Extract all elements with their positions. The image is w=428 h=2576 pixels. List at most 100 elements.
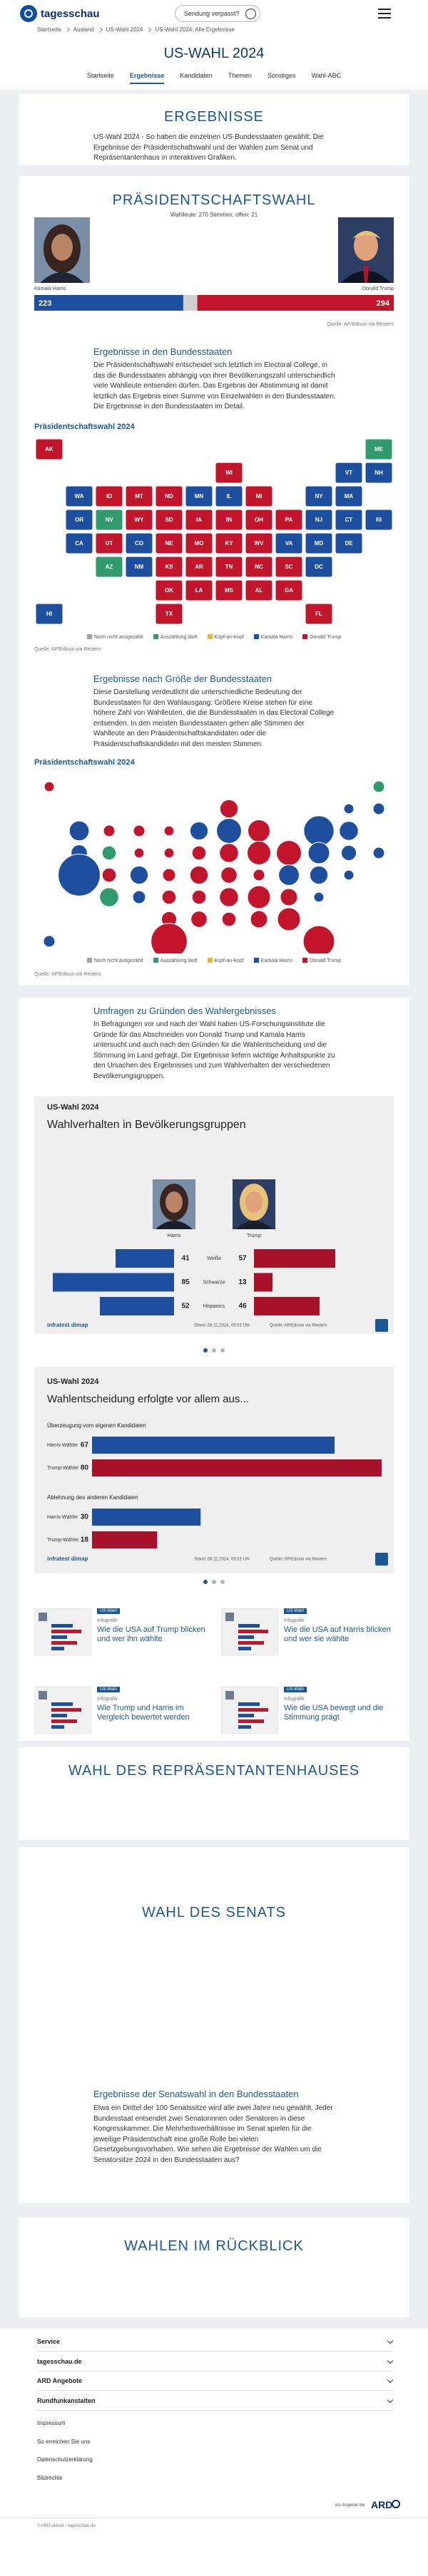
- state: MN: [185, 485, 213, 507]
- carousel-dots[interactable]: [200, 1578, 228, 1586]
- ard-logo[interactable]: ARD: [371, 2499, 393, 2510]
- state: LA: [185, 579, 213, 601]
- teaser-badge: US-Wahl: [284, 1608, 307, 1614]
- source: Quelle: AP/Edison via Reuters: [327, 322, 394, 327]
- row-label: Hispanics: [203, 1304, 225, 1309]
- tab[interactable]: Ergebnisse: [129, 72, 165, 84]
- legend-label: Donald Trump: [310, 958, 342, 963]
- state-bubble: [189, 821, 209, 841]
- breadcrumb-link[interactable]: Ausland: [73, 26, 94, 33]
- map-title: Präsidentschaftswahl 2024: [34, 758, 135, 767]
- tab[interactable]: Startseite: [86, 72, 114, 79]
- breadcrumb-separator: [97, 26, 103, 33]
- candidate-name: Donald Trump: [362, 286, 394, 291]
- state-bubble: [99, 887, 119, 907]
- state-label: NC: [255, 564, 263, 570]
- state: OR: [65, 509, 93, 531]
- image-bar: [238, 1641, 264, 1645]
- section-heading: WAHL DES SENATS: [141, 1905, 287, 1920]
- state-label: OK: [165, 587, 173, 594]
- logo-icon-inner: [24, 9, 33, 18]
- state-tile: [335, 485, 363, 507]
- tab[interactable]: Wahl-ABC: [311, 72, 342, 79]
- state-bubble: [221, 911, 237, 927]
- footer-link[interactable]: Impressum: [37, 2420, 66, 2426]
- state-label: NY: [315, 493, 323, 500]
- value-label: 18: [81, 1536, 89, 1544]
- legend-label: Kopf-an-Kopf: [214, 635, 244, 640]
- teaser[interactable]: US-Wahl Infografik Wie die USA auf Harris …: [221, 1608, 399, 1661]
- legend-item: Noch nicht ausgezählt: [86, 634, 143, 640]
- state: NE: [155, 532, 183, 554]
- footer-accordion[interactable]: Rundfunkanstalten: [37, 2396, 394, 2411]
- tab[interactable]: Sonstiges: [267, 72, 296, 79]
- chart-bg: [34, 1096, 394, 1334]
- state-label: MT: [135, 493, 143, 500]
- legend-label: Noch nicht ausgezählt: [93, 635, 143, 640]
- state-bubble: [103, 824, 116, 837]
- state: AR: [185, 556, 213, 578]
- state-tile: [65, 485, 93, 507]
- footer-link[interactable]: Bildrechte: [37, 2474, 63, 2481]
- state-bubble: [191, 889, 207, 905]
- legend-swatch: [253, 958, 259, 963]
- logo-text[interactable]: tagesschau: [41, 8, 100, 20]
- state: VA: [275, 532, 303, 554]
- section-heading: PRÄSIDENTSCHAFTSWAHL: [112, 192, 316, 208]
- breadcrumb-link[interactable]: US-Wahl 2024: [106, 26, 143, 33]
- footer-accordion[interactable]: ARD Angebote: [37, 2376, 394, 2391]
- state-bubble: [372, 780, 385, 793]
- tab[interactable]: Themen: [228, 72, 252, 79]
- menu-button[interactable]: [378, 9, 391, 19]
- image-head: [225, 1613, 234, 1621]
- state-tile: [125, 556, 153, 578]
- accordion-label: Service: [37, 2338, 61, 2345]
- state-label: IA: [196, 517, 202, 523]
- sub-heading: Ergebnisse nach Größe der Bundesstaaten: [93, 673, 272, 684]
- state-label: WY: [135, 517, 145, 523]
- state: NJ: [305, 509, 333, 531]
- state-label: OH: [255, 517, 263, 523]
- state-bubble: [372, 802, 385, 815]
- accordion-arrow: [387, 2337, 394, 2344]
- state-tile: [215, 579, 243, 601]
- teaser[interactable]: US-Wahl Infografik Wie die USA auf Trump b…: [34, 1608, 213, 1661]
- breadcrumb-link[interactable]: Startseite: [37, 26, 61, 33]
- state-label: IN: [226, 517, 232, 523]
- footer-accordion[interactable]: tagesschau.de: [37, 2357, 394, 2371]
- bar: [116, 1249, 174, 1268]
- bubble-map: [43, 780, 385, 953]
- state-tile: [335, 532, 363, 554]
- accordion-label: ARD Angebote: [37, 2377, 83, 2384]
- breadcrumb-separator: [64, 26, 70, 33]
- state-bubble: [339, 821, 359, 841]
- state-tile: [185, 556, 213, 578]
- footer-link[interactable]: Datenschutzerklärung: [37, 2456, 93, 2463]
- image-bar: [51, 1641, 77, 1645]
- footer-link[interactable]: So erreichen Sie uns: [37, 2438, 91, 2445]
- breadcrumb-link[interactable]: US-Wahl 2024: Alle Ergebnisse: [155, 26, 235, 33]
- teaser-image: [221, 1608, 278, 1655]
- legend-item: Kamala Harris: [253, 634, 292, 640]
- state-label: ID: [106, 493, 112, 500]
- state: CO: [125, 532, 153, 554]
- state-label: WV: [255, 540, 265, 547]
- missed-show-button[interactable]: Sendung verpasst?: [175, 5, 260, 22]
- logo-icon[interactable]: [20, 5, 37, 22]
- state-bubble: [247, 841, 271, 865]
- carousel-dots[interactable]: [200, 1346, 228, 1355]
- footer-accordion[interactable]: Service: [37, 2337, 394, 2352]
- row-label: Harris-Wähler: [47, 1515, 78, 1520]
- state-tile: [215, 509, 243, 531]
- teaser[interactable]: US-Wahl Infografik Wie Trump und Harris im…: [34, 1687, 213, 1739]
- chart-kicker: US-Wahl 2024: [47, 1103, 99, 1112]
- tab[interactable]: Kandidaten: [180, 72, 213, 79]
- state: GA: [275, 579, 303, 601]
- state-label: CA: [75, 540, 83, 547]
- state: OH: [245, 509, 273, 531]
- state-label: NJ: [315, 517, 322, 523]
- paragraph: In Befragungen vor und nach der Wahl hab…: [93, 1020, 335, 1080]
- state-label: AL: [255, 587, 263, 594]
- state-tile: [245, 556, 273, 578]
- teaser[interactable]: US-Wahl Infografik Wie die USA bewegt und …: [221, 1687, 399, 1739]
